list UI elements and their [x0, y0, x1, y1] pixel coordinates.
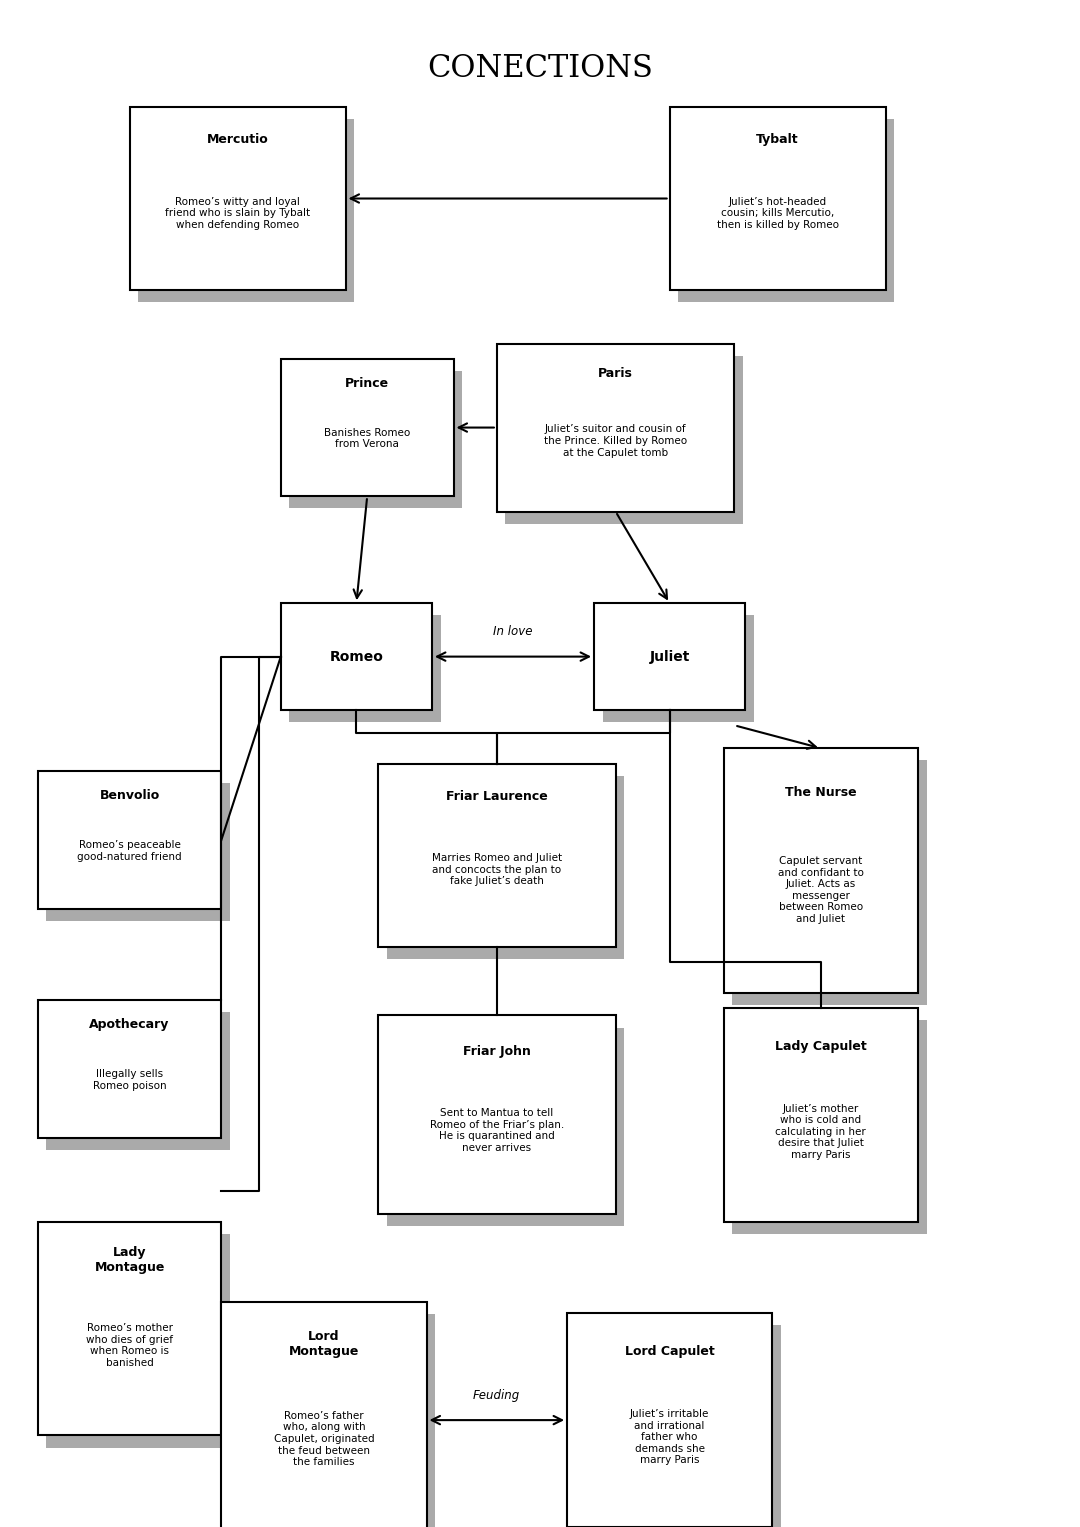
FancyBboxPatch shape [678, 119, 894, 302]
FancyBboxPatch shape [46, 1234, 230, 1448]
FancyBboxPatch shape [38, 771, 221, 909]
FancyBboxPatch shape [567, 1313, 772, 1527]
FancyBboxPatch shape [38, 1222, 221, 1435]
Text: Lady Capulet: Lady Capulet [775, 1040, 866, 1052]
FancyBboxPatch shape [289, 371, 462, 508]
Text: Lord
Montague: Lord Montague [288, 1330, 360, 1359]
FancyBboxPatch shape [378, 764, 616, 947]
FancyBboxPatch shape [387, 1028, 624, 1226]
Text: Romeo: Romeo [329, 649, 383, 664]
Text: Mercutio: Mercutio [206, 133, 269, 147]
Text: Marries Romeo and Juliet
and concocts the plan to
fake Juliet’s death: Marries Romeo and Juliet and concocts th… [432, 854, 562, 886]
FancyBboxPatch shape [732, 1020, 927, 1234]
Text: Juliet: Juliet [649, 649, 690, 664]
FancyBboxPatch shape [221, 1301, 427, 1527]
Text: Prince: Prince [346, 377, 389, 389]
Text: Romeo’s mother
who dies of grief
when Romeo is
banished: Romeo’s mother who dies of grief when Ro… [86, 1324, 173, 1368]
Text: Sent to Mantua to tell
Romeo of the Friar’s plan.
He is quarantined and
never ar: Sent to Mantua to tell Romeo of the Fria… [430, 1109, 564, 1153]
FancyBboxPatch shape [38, 1000, 221, 1138]
FancyBboxPatch shape [603, 615, 754, 722]
FancyBboxPatch shape [387, 776, 624, 959]
Text: Paris: Paris [598, 368, 633, 380]
FancyBboxPatch shape [378, 1015, 616, 1214]
Text: Apothecary: Apothecary [90, 1019, 170, 1031]
Text: Benvolio: Benvolio [99, 789, 160, 802]
FancyBboxPatch shape [281, 359, 454, 496]
FancyBboxPatch shape [130, 107, 346, 290]
Text: CONECTIONS: CONECTIONS [427, 53, 653, 84]
FancyBboxPatch shape [46, 783, 230, 921]
FancyBboxPatch shape [281, 603, 432, 710]
Text: The Nurse: The Nurse [785, 786, 856, 799]
Text: Lady
Montague: Lady Montague [94, 1246, 165, 1274]
FancyBboxPatch shape [594, 603, 745, 710]
Text: Illegally sells
Romeo poison: Illegally sells Romeo poison [93, 1069, 166, 1090]
Text: Romeo’s witty and loyal
friend who is slain by Tybalt
when defending Romeo: Romeo’s witty and loyal friend who is sl… [165, 197, 310, 229]
Text: Juliet’s suitor and cousin of
the Prince. Killed by Romeo
at the Capulet tomb: Juliet’s suitor and cousin of the Prince… [544, 425, 687, 458]
Text: Romeo’s father
who, along with
Capulet, originated
the feud between
the families: Romeo’s father who, along with Capulet, … [273, 1411, 375, 1467]
Text: Juliet’s mother
who is cold and
calculating in her
desire that Juliet
marry Pari: Juliet’s mother who is cold and calculat… [775, 1104, 866, 1161]
Text: Juliet’s hot-headed
cousin; kills Mercutio,
then is killed by Romeo: Juliet’s hot-headed cousin; kills Mercut… [717, 197, 838, 229]
FancyBboxPatch shape [670, 107, 886, 290]
FancyBboxPatch shape [230, 1313, 435, 1527]
Text: Friar John: Friar John [463, 1044, 530, 1058]
FancyBboxPatch shape [724, 748, 918, 993]
Text: Capulet servant
and confidant to
Juliet. Acts as
messenger
between Romeo
and Jul: Capulet servant and confidant to Juliet.… [778, 857, 864, 924]
Text: Friar Laurence: Friar Laurence [446, 789, 548, 803]
FancyBboxPatch shape [289, 615, 441, 722]
FancyBboxPatch shape [505, 356, 743, 524]
FancyBboxPatch shape [576, 1325, 781, 1527]
Text: In love: In love [494, 625, 532, 638]
Text: Juliet’s irritable
and irrational
father who
demands she
marry Paris: Juliet’s irritable and irrational father… [630, 1409, 710, 1466]
FancyBboxPatch shape [138, 119, 354, 302]
Text: Feuding: Feuding [473, 1388, 521, 1402]
FancyBboxPatch shape [497, 344, 734, 512]
Text: Banishes Romeo
from Verona: Banishes Romeo from Verona [324, 428, 410, 449]
Text: Romeo’s peaceable
good-natured friend: Romeo’s peaceable good-natured friend [78, 840, 181, 861]
FancyBboxPatch shape [724, 1008, 918, 1222]
Text: Lord Capulet: Lord Capulet [624, 1345, 715, 1358]
FancyBboxPatch shape [732, 760, 927, 1005]
FancyBboxPatch shape [46, 1012, 230, 1150]
Text: Tybalt: Tybalt [756, 133, 799, 147]
